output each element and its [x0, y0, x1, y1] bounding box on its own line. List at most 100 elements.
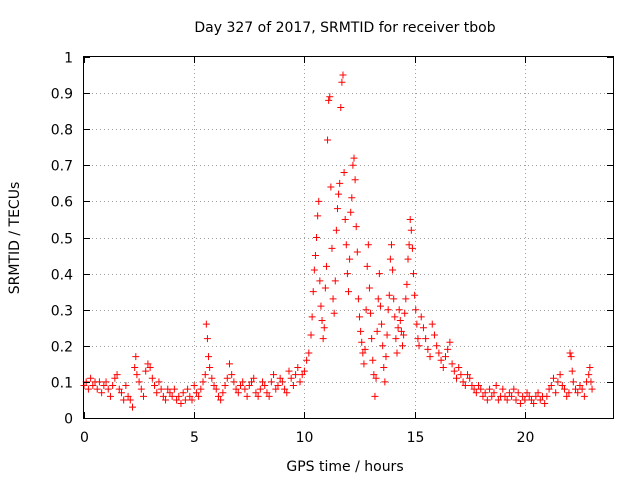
data-point	[296, 378, 304, 386]
data-point	[100, 382, 108, 390]
data-point	[87, 374, 95, 382]
data-point	[354, 295, 362, 303]
data-point	[239, 378, 247, 386]
data-point	[106, 392, 114, 400]
data-point	[252, 389, 260, 397]
data-point	[389, 266, 397, 274]
data-point	[391, 313, 399, 321]
data-point	[563, 392, 571, 400]
data-point	[510, 385, 518, 393]
data-point	[459, 378, 467, 386]
data-point	[499, 385, 507, 393]
data-point	[153, 389, 161, 397]
data-point	[192, 389, 200, 397]
data-point	[338, 78, 346, 86]
x-axis-tick-labels: 0 5 10 15 20	[80, 430, 534, 446]
data-point	[155, 378, 163, 386]
data-point	[586, 363, 594, 371]
data-point	[339, 71, 347, 79]
data-point	[464, 371, 472, 379]
data-point	[285, 367, 293, 375]
data-point	[523, 389, 531, 397]
data-point	[132, 353, 140, 361]
data-point	[317, 302, 325, 310]
data-point	[534, 389, 542, 397]
data-point	[346, 255, 354, 263]
data-point	[142, 367, 150, 375]
data-point	[466, 374, 474, 382]
data-point	[392, 335, 400, 343]
data-point	[184, 385, 192, 393]
data-point	[289, 382, 297, 390]
data-point	[217, 396, 225, 404]
data-point	[205, 353, 213, 361]
data-point	[287, 374, 295, 382]
data-point	[353, 248, 361, 256]
data-point	[588, 385, 596, 393]
data-point	[379, 342, 387, 350]
data-point	[479, 392, 487, 400]
data-point	[347, 208, 355, 216]
data-point	[309, 288, 317, 296]
data-point	[448, 360, 456, 368]
data-point	[267, 378, 275, 386]
y-tick-label: 0.7	[51, 159, 73, 175]
data-point	[547, 382, 555, 390]
data-point	[221, 382, 229, 390]
data-point	[519, 392, 527, 400]
data-point	[419, 324, 427, 332]
data-point	[232, 385, 240, 393]
data-point	[386, 255, 394, 263]
data-point	[477, 385, 485, 393]
data-point	[283, 389, 291, 397]
data-point	[408, 244, 416, 252]
data-point	[170, 385, 178, 393]
data-point	[177, 400, 185, 408]
data-point	[397, 327, 405, 335]
data-point	[124, 392, 132, 400]
data-point	[394, 324, 402, 332]
data-point	[505, 389, 513, 397]
data-point	[120, 396, 128, 404]
data-point	[374, 295, 382, 303]
data-point	[352, 223, 360, 231]
data-point	[585, 371, 593, 379]
data-point	[261, 382, 269, 390]
data-point	[365, 284, 373, 292]
chart-title: Day 327 of 2017, SRMTID for receiver tbo…	[194, 20, 495, 36]
data-point	[298, 371, 306, 379]
data-point	[128, 403, 136, 411]
data-point	[402, 295, 410, 303]
data-point	[364, 241, 372, 249]
x-tick-label: 15	[407, 430, 425, 446]
data-point	[439, 363, 447, 371]
data-point	[387, 241, 395, 249]
data-point	[516, 400, 524, 408]
data-point	[413, 320, 421, 328]
data-point	[371, 392, 379, 400]
data-point	[492, 382, 500, 390]
data-point	[320, 324, 328, 332]
data-point	[195, 392, 203, 400]
data-point	[490, 389, 498, 397]
data-point	[415, 342, 423, 350]
data-point	[111, 374, 119, 382]
data-point	[362, 306, 370, 314]
data-point	[151, 382, 159, 390]
data-point	[133, 371, 141, 379]
axis-ticks	[84, 57, 613, 419]
data-point	[552, 389, 560, 397]
data-point	[234, 389, 242, 397]
data-point	[329, 295, 337, 303]
data-point	[333, 205, 341, 213]
data-point	[330, 309, 338, 317]
data-point	[300, 367, 308, 375]
data-point	[325, 96, 333, 104]
data-point	[208, 374, 216, 382]
data-point	[131, 363, 139, 371]
data-point	[514, 389, 522, 397]
data-point	[331, 277, 339, 285]
data-point	[223, 374, 231, 382]
data-point	[455, 363, 463, 371]
